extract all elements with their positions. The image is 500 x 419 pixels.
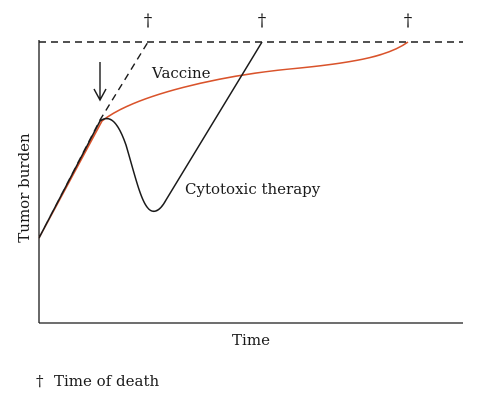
cytotoxic-therapy-label: Cytotoxic therapy	[185, 180, 321, 198]
vaccine-label: Vaccine	[151, 64, 211, 82]
cytotoxic-therapy-curve	[38, 41, 263, 239]
death-marker-cytotoxic: †	[258, 11, 267, 31]
vaccine-curve	[38, 41, 409, 239]
y-axis-label: Tumor burden	[15, 133, 33, 243]
untreated-growth-curve	[38, 41, 149, 239]
legend-death-symbol: †	[36, 372, 44, 390]
legend-text: Time of death	[54, 372, 160, 390]
death-marker-vaccine: †	[404, 11, 413, 31]
x-axis-label: Time	[232, 331, 270, 349]
treatment-start-arrowhead	[93, 88, 107, 102]
death-marker-untreated: †	[144, 11, 153, 31]
legend: † Time of death	[36, 372, 159, 390]
